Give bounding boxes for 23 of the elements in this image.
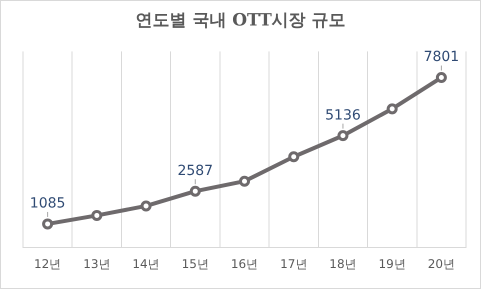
x-tick-label: 18년 <box>329 256 357 271</box>
point <box>42 218 54 230</box>
x-tick-label: 17년 <box>280 256 308 271</box>
x-tick-label: 15년 <box>182 256 209 271</box>
point <box>91 210 102 221</box>
x-tick-label: 19년 <box>378 256 406 271</box>
data-label: 5136 <box>325 107 361 124</box>
data-label: 2587 <box>177 162 214 179</box>
point <box>288 151 300 162</box>
data-label: 1085 <box>30 196 66 212</box>
point <box>190 186 201 197</box>
point <box>386 103 398 114</box>
x-tick-label: 16년 <box>230 256 258 271</box>
point <box>436 72 447 84</box>
point <box>239 176 250 187</box>
x-tick-label: 12년 <box>34 256 62 271</box>
x-tick-label: 20년 <box>428 256 456 271</box>
x-tick-label: 13년 <box>83 256 110 271</box>
data-label: 7801 <box>424 49 460 66</box>
chart-title: 연도별 국내 OTT시장 규모 <box>135 10 346 31</box>
x-tick-label: 14년 <box>132 256 160 271</box>
point <box>337 130 348 142</box>
point <box>140 200 152 212</box>
